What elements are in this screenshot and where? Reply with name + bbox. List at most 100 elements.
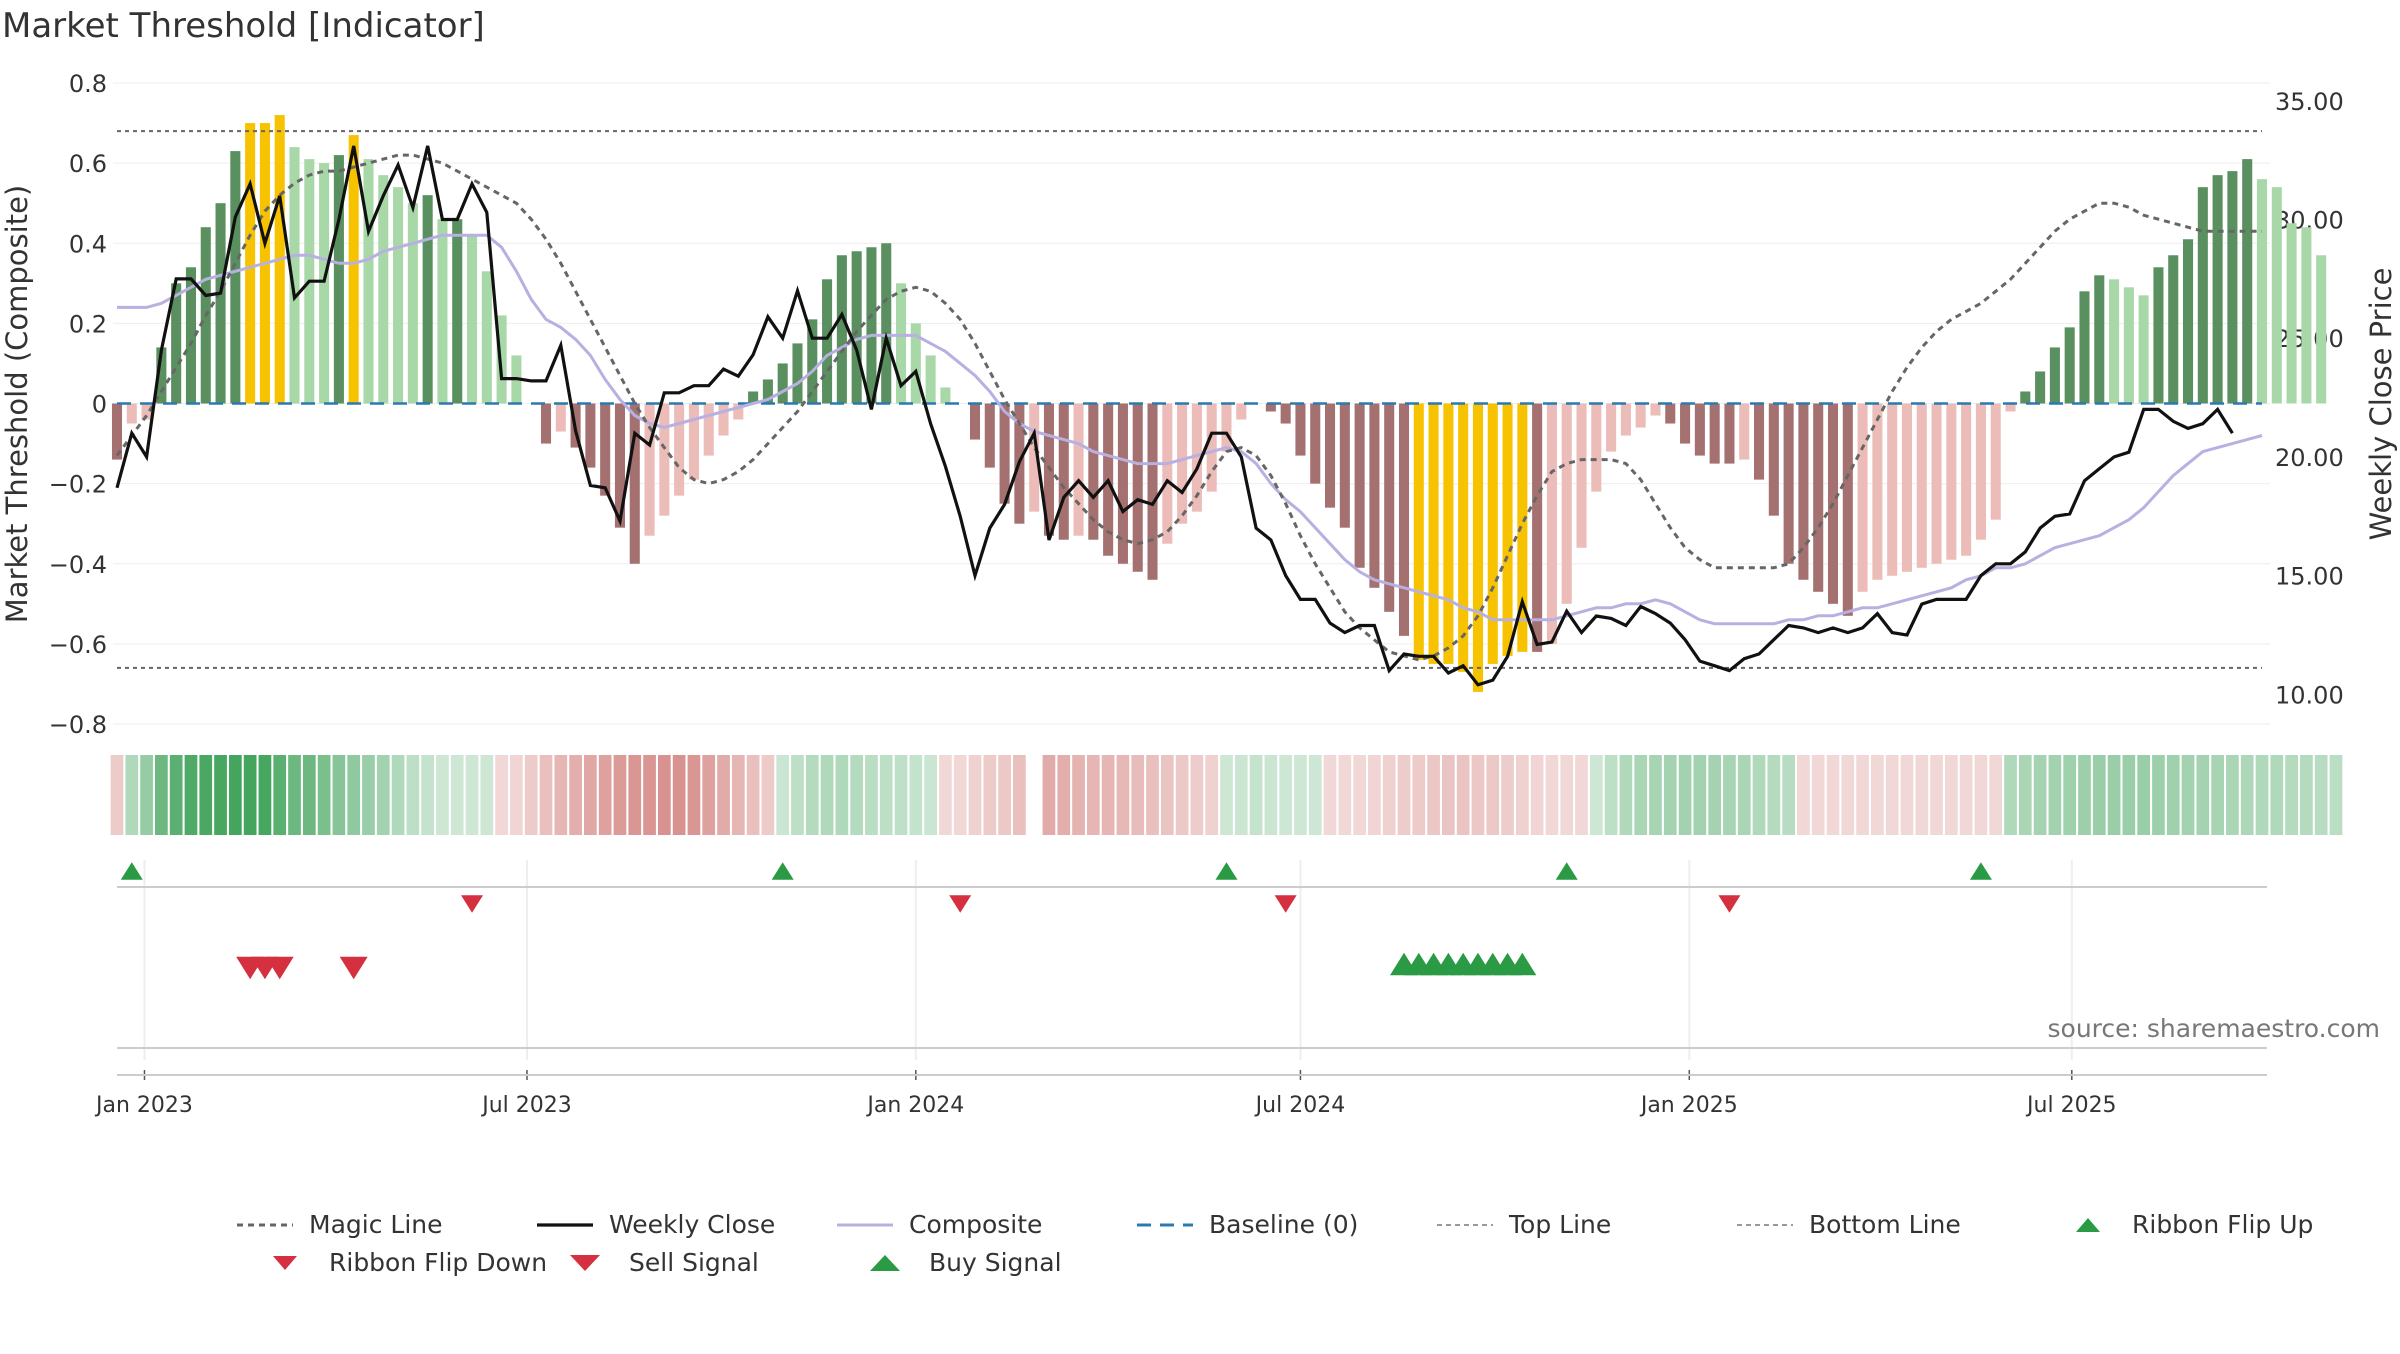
ribbon-cell (1146, 755, 1159, 835)
ribbon-cell (1220, 755, 1233, 835)
x-tick-label: Jul 2024 (1254, 1093, 1346, 1118)
histogram-bar (1768, 403, 1779, 516)
histogram-bar (319, 163, 330, 404)
histogram-bar (2020, 391, 2031, 404)
histogram-bar (851, 251, 862, 404)
ribbon-cell (569, 755, 582, 835)
histogram-bar (629, 403, 640, 564)
ribbon-cell (687, 755, 701, 835)
ribbon-cell (1708, 755, 1722, 835)
histogram-bar (1206, 403, 1217, 492)
sell-signal-marker (339, 956, 368, 980)
histogram-bar (1813, 403, 1824, 592)
ribbon-cell (865, 755, 878, 835)
ribbon-flip-down-marker (949, 895, 972, 913)
histogram-bar (141, 403, 152, 420)
histogram-bar (2212, 175, 2223, 404)
buy-signal-marker (1508, 952, 1537, 976)
histogram-bar (1502, 403, 1513, 656)
ribbon-cell (2018, 755, 2032, 835)
histogram-bar (2049, 347, 2060, 404)
legend-swatch (870, 1254, 900, 1271)
ribbon-cell (2329, 755, 2343, 835)
histogram-bar (1665, 403, 1676, 424)
ribbon-cell (125, 755, 139, 835)
ribbon-cell (1811, 755, 1825, 835)
histogram-bar (1339, 403, 1350, 528)
histogram-bar (1635, 403, 1646, 428)
ribbon-cell (968, 755, 982, 835)
ribbon-cell (1826, 755, 1840, 835)
histogram-bar (555, 403, 566, 432)
histogram-bar (2183, 239, 2194, 404)
ribbon-cell (1175, 755, 1189, 835)
ribbon-cell (1797, 755, 1810, 835)
histogram-bar (1754, 403, 1765, 480)
histogram-bar (1295, 403, 1306, 456)
x-tick-label: Jul 2023 (480, 1093, 572, 1118)
composite-line (117, 233, 2263, 626)
legend-item-composite: Composite (835, 1210, 1042, 1239)
x-tick-label: Jan 2024 (865, 1093, 964, 1118)
histogram-bar (792, 343, 803, 404)
ribbon-cell (1693, 755, 1707, 835)
ribbon-cell (2063, 755, 2077, 835)
histogram-bar (2256, 179, 2268, 404)
ribbon-cell (2226, 755, 2239, 835)
legend-item-magic: Magic Line (235, 1210, 443, 1239)
histogram-bar (467, 235, 478, 404)
ribbon-cell (1782, 755, 1795, 835)
histogram-bar (1901, 403, 1912, 572)
left-tick-label: −0.6 (49, 631, 107, 659)
ribbon-cell (1013, 755, 1026, 835)
histogram-bar (1650, 403, 1661, 416)
legend-item-sell: Sell Signal (555, 1248, 759, 1277)
histogram-bar (1029, 403, 1040, 512)
left-tick-label: 0 (92, 391, 107, 419)
histogram-bar (1561, 403, 1572, 604)
ribbon-cell (2152, 755, 2165, 835)
ribbon-cell (613, 755, 627, 835)
ribbon-cell (1294, 755, 1307, 835)
ribbon-cell (1989, 755, 2003, 835)
histogram-bar (1384, 403, 1395, 612)
x-tick-label: Jul 2025 (2025, 1093, 2117, 1118)
ribbon-cell (628, 755, 642, 835)
legend-item-baseline: Baseline (0) (1135, 1210, 1358, 1239)
histogram-bar (126, 403, 137, 424)
histogram-bar (1591, 403, 1602, 492)
ribbon-cell (228, 755, 242, 835)
histogram-bar (1132, 403, 1143, 572)
histogram-bar (896, 283, 907, 404)
ribbon-cell (1619, 755, 1633, 835)
histogram-bar (777, 363, 788, 404)
histogram-bar (215, 203, 226, 404)
ribbon-cell (2211, 755, 2224, 835)
ribbon-cell (2300, 755, 2313, 835)
legend-item-flip-down: Ribbon Flip Down (255, 1248, 547, 1277)
histogram-bar (2242, 159, 2253, 404)
histogram-bar (1576, 403, 1587, 548)
ribbon-flip-down-marker (1274, 895, 1297, 913)
ribbon-cell (953, 755, 967, 835)
ribbon-cell (1353, 755, 1366, 835)
histogram-bar (230, 151, 241, 404)
ribbon-cell (1634, 755, 1648, 835)
histogram-bar (1857, 403, 1868, 592)
ribbon-cell (1841, 755, 1855, 835)
histogram-bar (171, 283, 182, 404)
ribbon-cell (258, 755, 272, 835)
histogram-bar (2064, 327, 2075, 404)
histogram-bar (1680, 403, 1691, 444)
histogram-bar (703, 403, 714, 456)
histogram-bar (185, 267, 196, 404)
ribbon-cell (805, 755, 819, 835)
ribbon-cell (1723, 755, 1736, 835)
ribbon-cell (1160, 755, 1174, 835)
ribbon-cell (539, 755, 553, 835)
histogram-bar (1724, 403, 1735, 464)
histogram-bar (1620, 403, 1631, 436)
histogram-bar (1177, 403, 1188, 524)
ribbon-cell (243, 755, 257, 835)
